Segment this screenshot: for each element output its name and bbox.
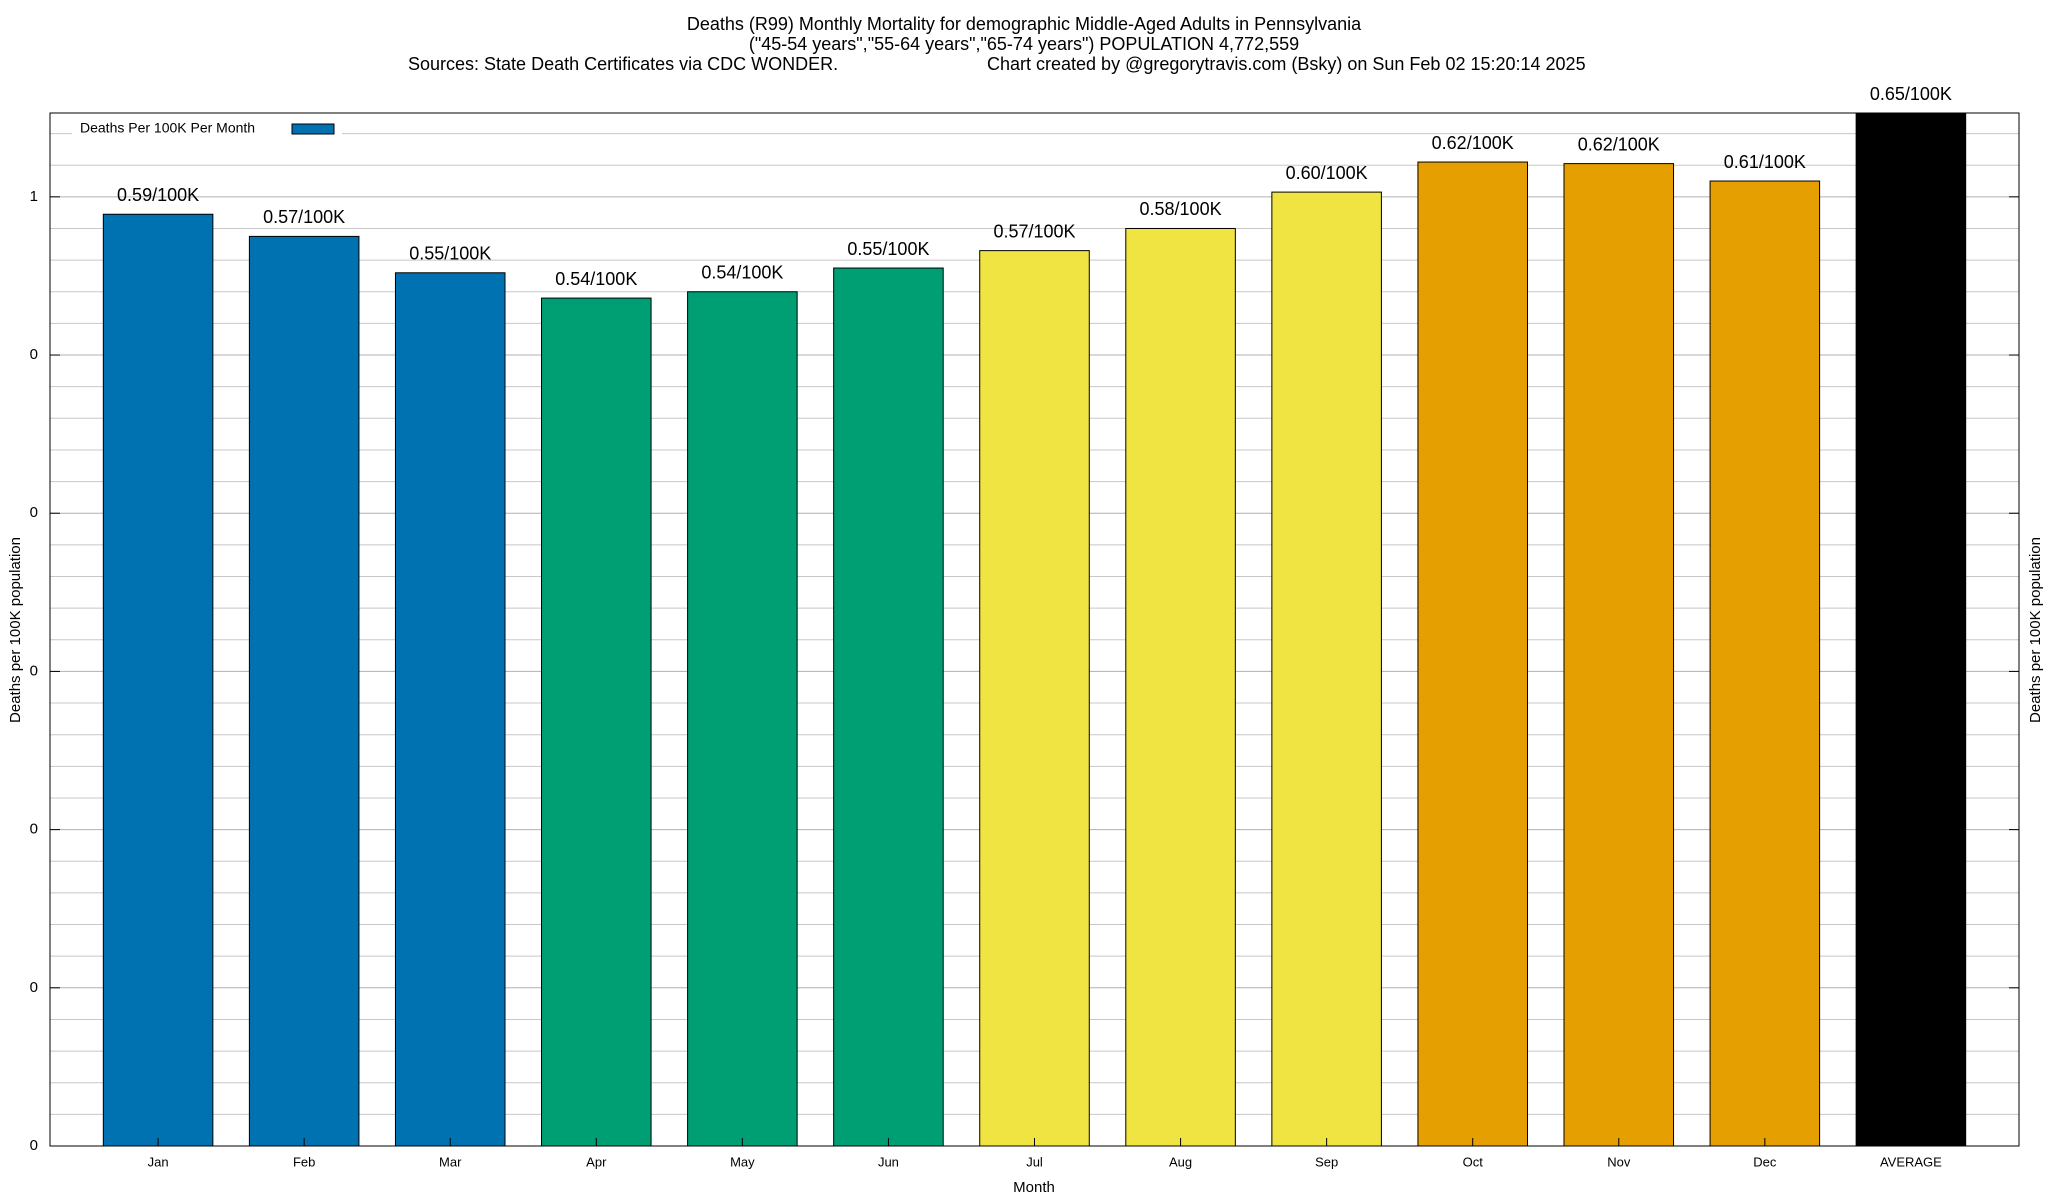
bar (1709, 180, 1821, 1147)
value-label: 0.55/100K (409, 244, 491, 264)
y2-axis-label: Deaths per 100K population (2027, 537, 2044, 723)
y-tick-label: 0 (30, 979, 38, 996)
x-tick-label: Aug (1169, 1154, 1192, 1169)
value-label: 0.65/100K (1870, 84, 1952, 104)
bar (541, 297, 652, 1147)
y-tick-label: 0 (30, 662, 38, 679)
value-label: 0.57/100K (993, 221, 1075, 241)
x-axis-label: Month (1013, 1179, 1055, 1196)
x-tick-label: Sep (1315, 1154, 1338, 1169)
bar (102, 213, 214, 1147)
bar (687, 291, 798, 1147)
value-label: 0.54/100K (555, 269, 637, 289)
y-tick-label: 0 (30, 1137, 38, 1154)
chart-subtitle: ("45-54 years","55-64 years","65-74 year… (749, 34, 1299, 54)
x-tick-label: Apr (586, 1154, 607, 1169)
bar (1563, 163, 1675, 1147)
bar (248, 235, 360, 1147)
x-tick-label: Nov (1607, 1154, 1631, 1169)
value-label: 0.58/100K (1140, 199, 1222, 219)
y-tick-label: 0 (30, 504, 38, 521)
x-tick-label: Oct (1463, 1154, 1484, 1169)
value-label: 0.61/100K (1724, 152, 1806, 172)
y-tick-label: 0 (30, 821, 38, 838)
value-label: 0.55/100K (847, 239, 929, 259)
value-label: 0.60/100K (1286, 163, 1368, 183)
x-tick-label: Feb (293, 1154, 315, 1169)
value-label: 0.62/100K (1578, 134, 1660, 154)
bar (1417, 161, 1528, 1147)
value-label: 0.57/100K (263, 207, 345, 227)
x-tick-label: Jan (148, 1154, 169, 1169)
bar (1855, 112, 1967, 1147)
x-tick-label: Jun (878, 1154, 899, 1169)
bar (979, 250, 1090, 1147)
y-tick-label: 1 (30, 188, 38, 205)
chart-source: Sources: State Death Certificates via CD… (408, 54, 838, 74)
legend-swatch (291, 123, 335, 135)
bar (394, 272, 506, 1147)
x-tick-label: Mar (439, 1154, 462, 1169)
x-tick-label: May (730, 1154, 755, 1169)
value-label: 0.54/100K (701, 263, 783, 283)
legend-label: Deaths Per 100K Per Month (80, 120, 255, 136)
bar (1271, 191, 1382, 1147)
chart-title: Deaths (R99) Monthly Mortality for demog… (687, 14, 1362, 34)
x-tick-label: Dec (1753, 1154, 1777, 1169)
plot-frame (49, 112, 2020, 1147)
value-label: 0.62/100K (1432, 133, 1514, 153)
y-tick-label: 0 (30, 346, 38, 363)
x-tick-label: AVERAGE (1880, 1154, 1942, 1169)
chart-credit: Chart created by @gregorytravis.com (Bsk… (987, 54, 1586, 74)
y-axis-label: Deaths per 100K population (7, 537, 24, 723)
bar (833, 267, 944, 1147)
x-tick-label: Jul (1026, 1154, 1043, 1169)
bar (1125, 227, 1236, 1147)
value-label: 0.59/100K (117, 185, 199, 205)
